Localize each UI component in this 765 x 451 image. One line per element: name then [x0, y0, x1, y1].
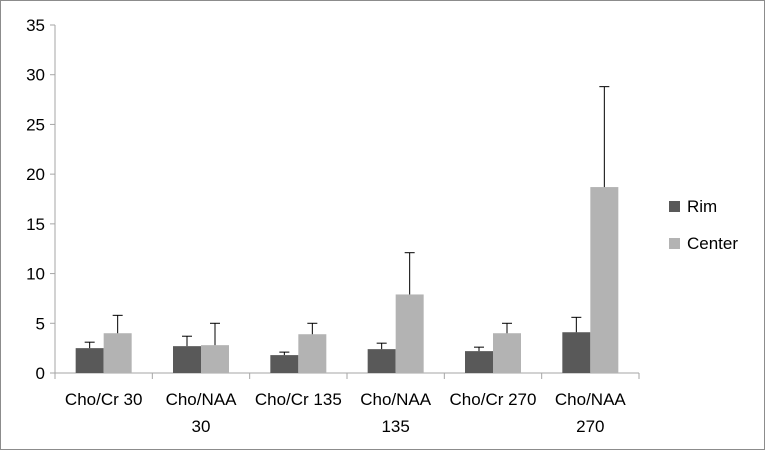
x-tick-label: 270	[576, 417, 604, 436]
error-bars	[84, 86, 610, 356]
bar-center	[201, 345, 229, 373]
bar-rim	[367, 349, 396, 373]
x-tick-label: Cho/NAA	[555, 390, 627, 409]
bar-rim	[173, 346, 201, 373]
bars	[75, 187, 619, 373]
x-tick-label: Cho/Cr 270	[450, 390, 537, 409]
legend-swatch-rim	[669, 201, 680, 212]
y-tick-label: 0	[36, 364, 45, 383]
y-tick-label: 5	[36, 314, 45, 333]
bar-center	[103, 333, 132, 373]
bar-center	[590, 187, 619, 373]
bar-center	[395, 294, 424, 373]
x-tick-label: Cho/Cr 135	[255, 390, 342, 409]
legend-label-center: Center	[687, 234, 738, 253]
x-tick-label: 135	[381, 417, 409, 436]
bar-center	[493, 333, 521, 373]
x-tick-label: 30	[192, 417, 211, 436]
legend-swatch-center	[669, 238, 680, 249]
y-tick-label: 10	[26, 265, 45, 284]
y-axis: 0 5 10 15 20 25 30 35	[26, 16, 56, 383]
y-tick-label: 30	[26, 66, 45, 85]
bar-center	[298, 334, 327, 373]
bar-rim	[270, 355, 299, 373]
x-tick-label: Cho/NAA	[360, 390, 432, 409]
y-tick-label: 20	[26, 165, 45, 184]
x-axis: Cho/Cr 30 Cho/NAA 30 Cho/Cr 135 Cho/NAA 135 Ch…	[54, 372, 640, 436]
bar-rim	[75, 348, 104, 373]
x-tick-label: Cho/NAA	[166, 390, 238, 409]
bar-rim	[562, 332, 591, 373]
y-tick-label: 15	[26, 215, 45, 234]
bar-rim	[465, 351, 493, 373]
legend: Rim Center	[669, 197, 738, 253]
y-tick-label: 25	[26, 115, 45, 134]
x-tick-label: Cho/Cr 30	[65, 390, 142, 409]
y-tick-label: 35	[26, 16, 45, 35]
legend-label-rim: Rim	[687, 197, 717, 216]
